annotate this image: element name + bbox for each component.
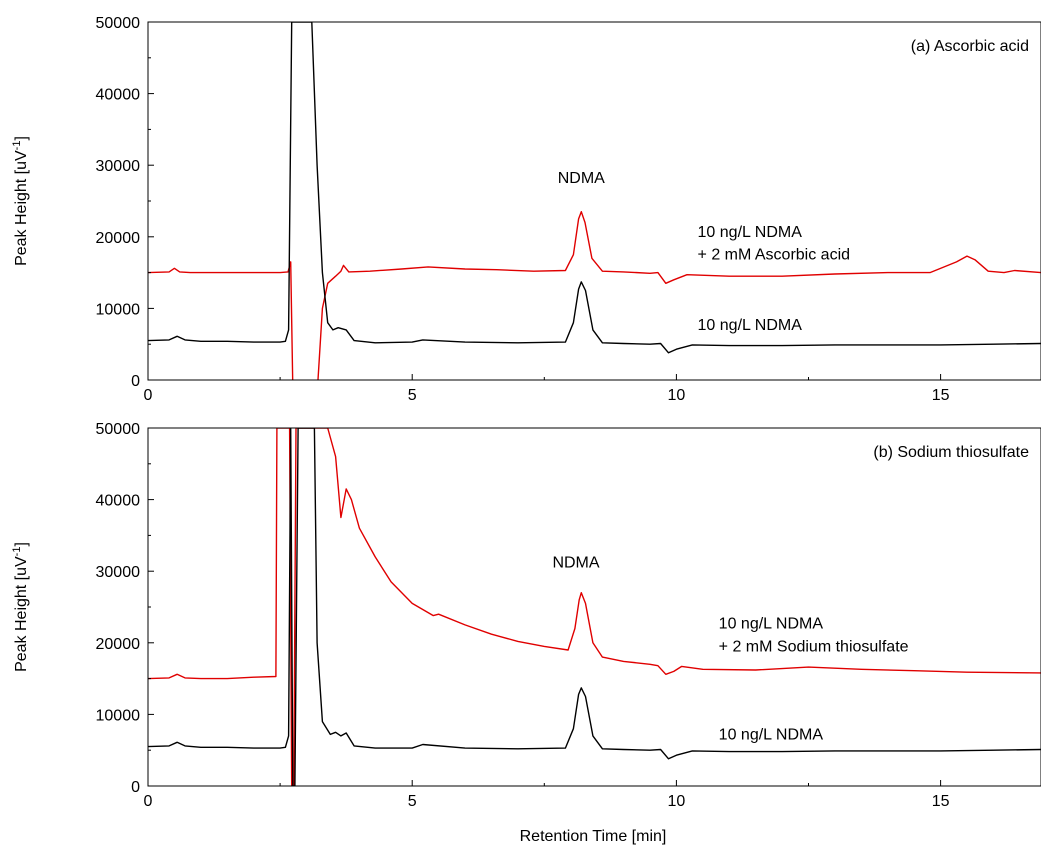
panel-a-ascorbic-acid: 0 10000 20000 30000 40000 50000 0 5 10 15 Peak Hei… xyxy=(11,15,1041,404)
panel-label: (a) Ascorbic acid xyxy=(911,38,1029,55)
y-tick-label: 40000 xyxy=(96,493,141,510)
y-axis-title-end: ] xyxy=(13,542,30,546)
series-line-black xyxy=(148,22,1041,354)
y-tick-label: 50000 xyxy=(96,15,141,32)
trace-group xyxy=(148,428,1041,786)
x-tick-label: 10 xyxy=(668,387,686,404)
trace-annotation: + 2 mM Ascorbic acid xyxy=(698,247,851,264)
x-tick-label: 0 xyxy=(144,387,153,404)
y-tick-label: 0 xyxy=(131,779,140,796)
x-tick-label: 5 xyxy=(408,387,417,404)
trace-group xyxy=(148,22,1041,380)
trace-annotation: 10 ng/L NDMA xyxy=(698,317,803,334)
y-tick-label: 40000 xyxy=(96,87,141,104)
peak-annotation-ndma: NDMA xyxy=(552,555,599,572)
panel-b-sodium-thiosulfate: 0 10000 20000 30000 40000 50000 0 5 10 15 Peak Hei… xyxy=(11,421,1041,810)
x-tick-label: 10 xyxy=(668,793,686,810)
y-tick-label: 30000 xyxy=(96,564,141,581)
series-line-red xyxy=(148,210,1041,380)
y-axis-title: Peak Height [uV-1] xyxy=(11,136,30,266)
y-tick-label: 30000 xyxy=(96,158,141,175)
y-tick-label: 10000 xyxy=(96,707,141,724)
y-tick-label: 20000 xyxy=(96,636,141,653)
x-tick-label: 15 xyxy=(932,793,950,810)
x-tick-label: 0 xyxy=(144,793,153,810)
y-axis-title: Peak Height [uV-1] xyxy=(11,542,30,672)
y-tick-label: 10000 xyxy=(96,301,141,318)
plot-frame xyxy=(147,21,1041,381)
trace-annotation: 10 ng/L NDMA xyxy=(719,615,824,632)
y-tick-label: 50000 xyxy=(96,421,141,438)
trace-annotation: 10 ng/L NDMA xyxy=(719,726,824,743)
panel-label: (b) Sodium thiosulfate xyxy=(873,444,1029,461)
plot-frame xyxy=(147,427,1041,787)
x-axis-title: Retention Time [min] xyxy=(520,828,667,845)
series-line-red xyxy=(148,428,1041,786)
y-axis-title-end: ] xyxy=(13,136,30,140)
y-tick-label: 0 xyxy=(131,373,140,390)
trace-annotation: + 2 mM Sodium thiosulfate xyxy=(719,638,909,655)
y-tick-label: 20000 xyxy=(96,230,141,247)
y-axis-title-base: Peak Height [uV xyxy=(13,556,30,672)
trace-annotation: 10 ng/L NDMA xyxy=(698,224,803,241)
y-axis-title-sup: -1 xyxy=(11,547,23,557)
x-tick-label: 15 xyxy=(932,387,950,404)
y-axis-title-base: Peak Height [uV xyxy=(13,150,30,266)
peak-annotation-ndma: NDMA xyxy=(558,170,605,187)
y-axis-title-sup: -1 xyxy=(11,141,23,151)
x-tick-label: 5 xyxy=(408,793,417,810)
series-line-black xyxy=(148,428,1041,786)
